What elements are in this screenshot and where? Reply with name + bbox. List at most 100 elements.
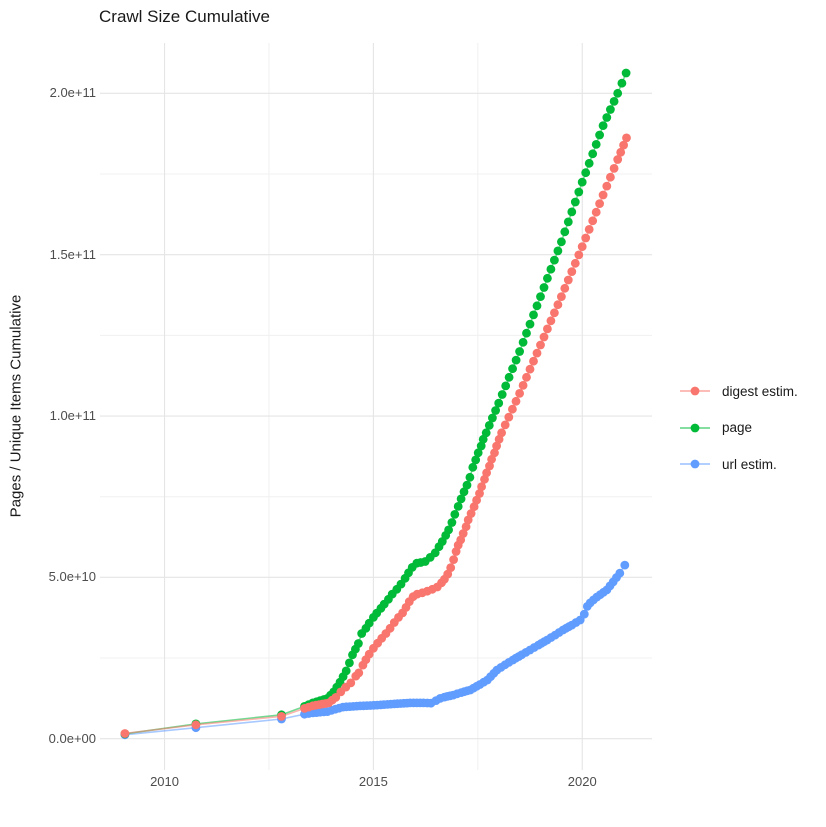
data-point-digest-estim bbox=[539, 332, 549, 342]
data-point-digest-estim bbox=[461, 522, 471, 532]
data-point-page bbox=[539, 283, 549, 292]
y-tick-label-1.5e+11: 1.5e+11 bbox=[49, 246, 96, 262]
data-point-digest-estim bbox=[570, 258, 580, 268]
data-point-digest-estim bbox=[595, 199, 604, 209]
data-point-digest-estim bbox=[577, 242, 587, 252]
data-point-page bbox=[476, 441, 486, 451]
x-tick-label-2015: 2015 bbox=[358, 774, 388, 789]
y-tick-label-0.0e+00: 0.0e+00 bbox=[48, 730, 96, 746]
data-point-digest-estim bbox=[609, 164, 619, 173]
data-point-page bbox=[444, 525, 453, 535]
data-point-page bbox=[508, 364, 517, 374]
data-point-page bbox=[494, 398, 504, 408]
data-point-digest-estim bbox=[619, 140, 628, 150]
data-point-digest-estim bbox=[567, 267, 577, 276]
data-point-page bbox=[511, 355, 521, 365]
data-point-page bbox=[345, 658, 354, 668]
data-point-digest-estim bbox=[508, 404, 517, 414]
y-tick-label-2.0e+11: 2.0e+11 bbox=[49, 85, 96, 101]
data-point-page bbox=[577, 177, 587, 187]
y-tick-label-1.0e+11: 1.0e+11 bbox=[49, 408, 96, 424]
data-point-digest-estim bbox=[466, 509, 476, 518]
data-point-page bbox=[459, 487, 469, 497]
data-point-digest-estim bbox=[543, 324, 552, 334]
data-point-page bbox=[584, 158, 594, 168]
legend: digest estim. page url estim. bbox=[678, 373, 798, 483]
data-point-page bbox=[497, 390, 507, 399]
data-point-digest-estim bbox=[553, 300, 563, 310]
data-point-url-estim bbox=[579, 609, 589, 619]
data-point-digest-estim bbox=[584, 225, 594, 234]
data-point-page bbox=[570, 197, 580, 207]
data-point-page bbox=[613, 88, 623, 98]
legend-key-url-estim bbox=[680, 459, 710, 469]
data-point-digest-estim bbox=[346, 678, 356, 688]
data-point-digest-estim bbox=[546, 316, 556, 326]
data-point-digest-estim bbox=[511, 396, 521, 406]
legend-label-digest-estim: digest estim. bbox=[722, 383, 798, 399]
data-point-page bbox=[591, 140, 601, 149]
data-point-page bbox=[602, 113, 612, 122]
data-point-page bbox=[617, 78, 627, 88]
data-point-digest-estim bbox=[522, 372, 531, 382]
data-point-page bbox=[491, 406, 500, 415]
data-point-page bbox=[447, 518, 457, 527]
legend-item-url-estim: url estim. bbox=[678, 446, 798, 483]
data-point-page bbox=[504, 372, 514, 382]
data-point-digest-estim bbox=[563, 275, 573, 285]
data-point-page bbox=[588, 149, 598, 159]
data-point-page bbox=[581, 168, 591, 178]
data-point-page bbox=[563, 217, 573, 227]
data-point-digest-estim bbox=[622, 133, 631, 143]
data-point-digest-estim bbox=[490, 448, 499, 458]
data-point-page bbox=[553, 246, 563, 256]
data-point-page bbox=[481, 428, 491, 438]
data-point-page bbox=[543, 273, 552, 283]
data-point-page bbox=[456, 494, 466, 504]
data-point-page bbox=[468, 462, 478, 472]
data-point-page bbox=[606, 105, 615, 114]
data-point-digest-estim bbox=[354, 668, 364, 678]
data-point-digest-estim bbox=[536, 340, 545, 350]
legend-key-dot bbox=[690, 459, 700, 469]
data-point-page bbox=[471, 455, 481, 465]
legend-key-digest-estim bbox=[680, 386, 710, 396]
legend-label-url-estim: url estim. bbox=[722, 456, 777, 472]
data-point-digest-estim bbox=[574, 250, 584, 260]
data-point-digest-estim bbox=[529, 356, 538, 366]
chart-title: Crawl Size Cumulative bbox=[99, 7, 270, 26]
legend-item-page: page bbox=[678, 410, 798, 447]
data-point-page bbox=[518, 337, 528, 347]
data-point-digest-estim bbox=[581, 233, 591, 243]
data-point-digest-estim bbox=[485, 461, 494, 471]
data-point-page bbox=[473, 448, 483, 458]
data-point-url-estim bbox=[615, 568, 625, 578]
data-point-digest-estim bbox=[591, 207, 601, 217]
data-point-digest-estim bbox=[560, 283, 570, 293]
data-point-digest-estim bbox=[588, 216, 598, 226]
data-point-digest-estim bbox=[532, 348, 542, 358]
data-point-page bbox=[560, 227, 570, 237]
data-point-digest-estim bbox=[492, 441, 501, 451]
data-point-page bbox=[341, 666, 351, 676]
data-point-digest-estim bbox=[500, 420, 510, 430]
data-point-page bbox=[354, 639, 363, 648]
data-point-digest-estim bbox=[497, 428, 506, 438]
data-point-page bbox=[525, 319, 535, 329]
data-point-page bbox=[501, 381, 511, 391]
x-tick-label-2010: 2010 bbox=[150, 774, 179, 789]
data-point-page bbox=[488, 413, 497, 423]
data-point-digest-estim bbox=[613, 155, 623, 164]
data-point-page bbox=[529, 310, 538, 320]
data-point-digest-estim bbox=[602, 181, 612, 191]
data-point-page bbox=[465, 472, 475, 482]
data-point-url-estim bbox=[620, 560, 630, 570]
data-point-digest-estim bbox=[504, 412, 514, 422]
data-point-digest-estim bbox=[477, 482, 486, 492]
data-point-digest-estim bbox=[550, 308, 559, 318]
data-point-digest-estim bbox=[475, 489, 484, 498]
data-point-page bbox=[462, 480, 472, 490]
legend-key-dot bbox=[690, 423, 700, 433]
data-point-digest-estim bbox=[557, 292, 566, 301]
